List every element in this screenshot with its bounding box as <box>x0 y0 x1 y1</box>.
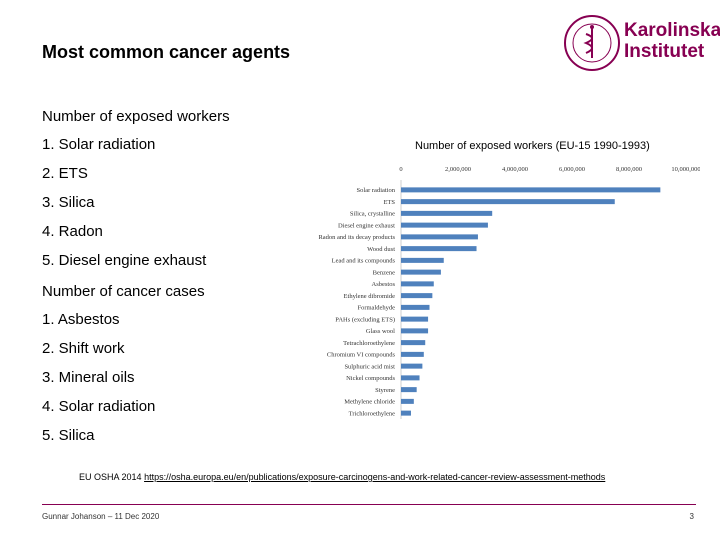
category-label: Formaldehyde <box>357 305 395 312</box>
bar <box>401 199 615 205</box>
x-tick-label: 2,000,000 <box>445 166 471 173</box>
category-label: Chromium VI compounds <box>327 352 396 359</box>
category-label: Nickel compounds <box>346 375 395 382</box>
chart-title: Number of exposed workers (EU-15 1990-19… <box>415 140 650 152</box>
footer-author-date: Gunnar Johanson – 11 Dec 2020 <box>42 512 160 521</box>
bar <box>401 257 444 263</box>
logo-text-line2: Institutet <box>624 41 705 62</box>
cancer-item: 3. Mineral oils <box>42 369 135 386</box>
karolinska-logo: Karolinska Institutet <box>562 12 720 74</box>
bar <box>401 351 424 357</box>
category-label: Styrene <box>375 387 395 394</box>
bar <box>401 222 488 228</box>
exposed-heading: Number of exposed workers <box>42 108 230 125</box>
category-label: Methylene chloride <box>344 399 395 406</box>
x-tick-label: 0 <box>399 166 402 173</box>
bar <box>401 328 429 334</box>
x-tick-label: 6,000,000 <box>559 166 585 173</box>
category-label: Silica, crystalline <box>350 211 395 218</box>
bar <box>401 316 429 322</box>
category-label: Asbestos <box>372 281 396 288</box>
bar <box>401 269 441 275</box>
ki-seal-icon <box>564 15 620 71</box>
category-label: Sulphuric acid mist <box>344 363 395 370</box>
cancer-item: 1. Asbestos <box>42 311 120 328</box>
category-label: Trichloroethylene <box>349 410 395 417</box>
bar <box>401 210 493 216</box>
exposed-item: 1. Solar radiation <box>42 136 156 153</box>
slide-title: Most common cancer agents <box>42 42 291 62</box>
logo-text-line1: Karolinska <box>624 20 720 41</box>
cancer-list: 1. Asbestos 2. Shift work 3. Mineral oil… <box>42 305 302 450</box>
category-label: Benzene <box>373 269 395 276</box>
bar <box>401 234 478 240</box>
category-label: Ethylene dibromide <box>344 293 396 300</box>
category-label: Radon and its decay products <box>318 234 395 241</box>
bar <box>401 293 433 299</box>
source-citation: EU OSHA 2014 https://osha.europa.eu/en/p… <box>79 472 605 482</box>
category-label: Wood dust <box>367 246 395 253</box>
category-label: Diesel engine exhaust <box>338 222 395 229</box>
category-label: Lead and its compounds <box>332 258 396 265</box>
source-link[interactable]: https://osha.europa.eu/en/publications/e… <box>144 472 606 482</box>
bar <box>401 410 411 416</box>
bar <box>401 246 477 252</box>
bar <box>401 281 434 287</box>
bar <box>401 340 426 346</box>
left-column: Number of exposed workers 1. Solar radia… <box>42 104 302 450</box>
exposed-list: 1. Solar radiation 2. ETS 3. Silica 4. R… <box>42 130 302 275</box>
bar <box>401 375 420 381</box>
category-label: Glass wool <box>366 328 395 335</box>
x-tick-label: 10,000,000 <box>671 166 700 173</box>
bar <box>401 363 423 369</box>
exposed-workers-bar-chart: 0 2,000,000 4,000,000 6,000,000 8,000,000 10,… <box>318 166 700 419</box>
x-tick-label: 8,000,000 <box>616 166 642 173</box>
exposed-item: 5. Diesel engine exhaust <box>42 252 207 269</box>
cancer-heading: Number of cancer cases <box>42 283 205 300</box>
bar <box>401 187 661 193</box>
cancer-item: 5. Silica <box>42 427 95 444</box>
cancer-item: 2. Shift work <box>42 340 125 357</box>
exposed-item: 3. Silica <box>42 194 95 211</box>
bar <box>401 304 430 310</box>
category-label: PAHs (excluding ETS) <box>335 316 395 323</box>
bar <box>401 398 414 404</box>
footer-rule <box>42 504 696 505</box>
x-tick-label: 4,000,000 <box>502 166 528 173</box>
category-label: ETS <box>383 199 395 206</box>
cancer-item: 4. Solar radiation <box>42 398 156 415</box>
category-label: Tetrachloroethylene <box>343 340 395 347</box>
source-label: EU OSHA 2014 <box>79 472 142 482</box>
category-label: Solar radiation <box>357 187 396 194</box>
page-number: 3 <box>689 512 694 521</box>
exposed-item: 4. Radon <box>42 223 103 240</box>
bar <box>401 387 417 393</box>
exposed-item: 2. ETS <box>42 165 88 182</box>
